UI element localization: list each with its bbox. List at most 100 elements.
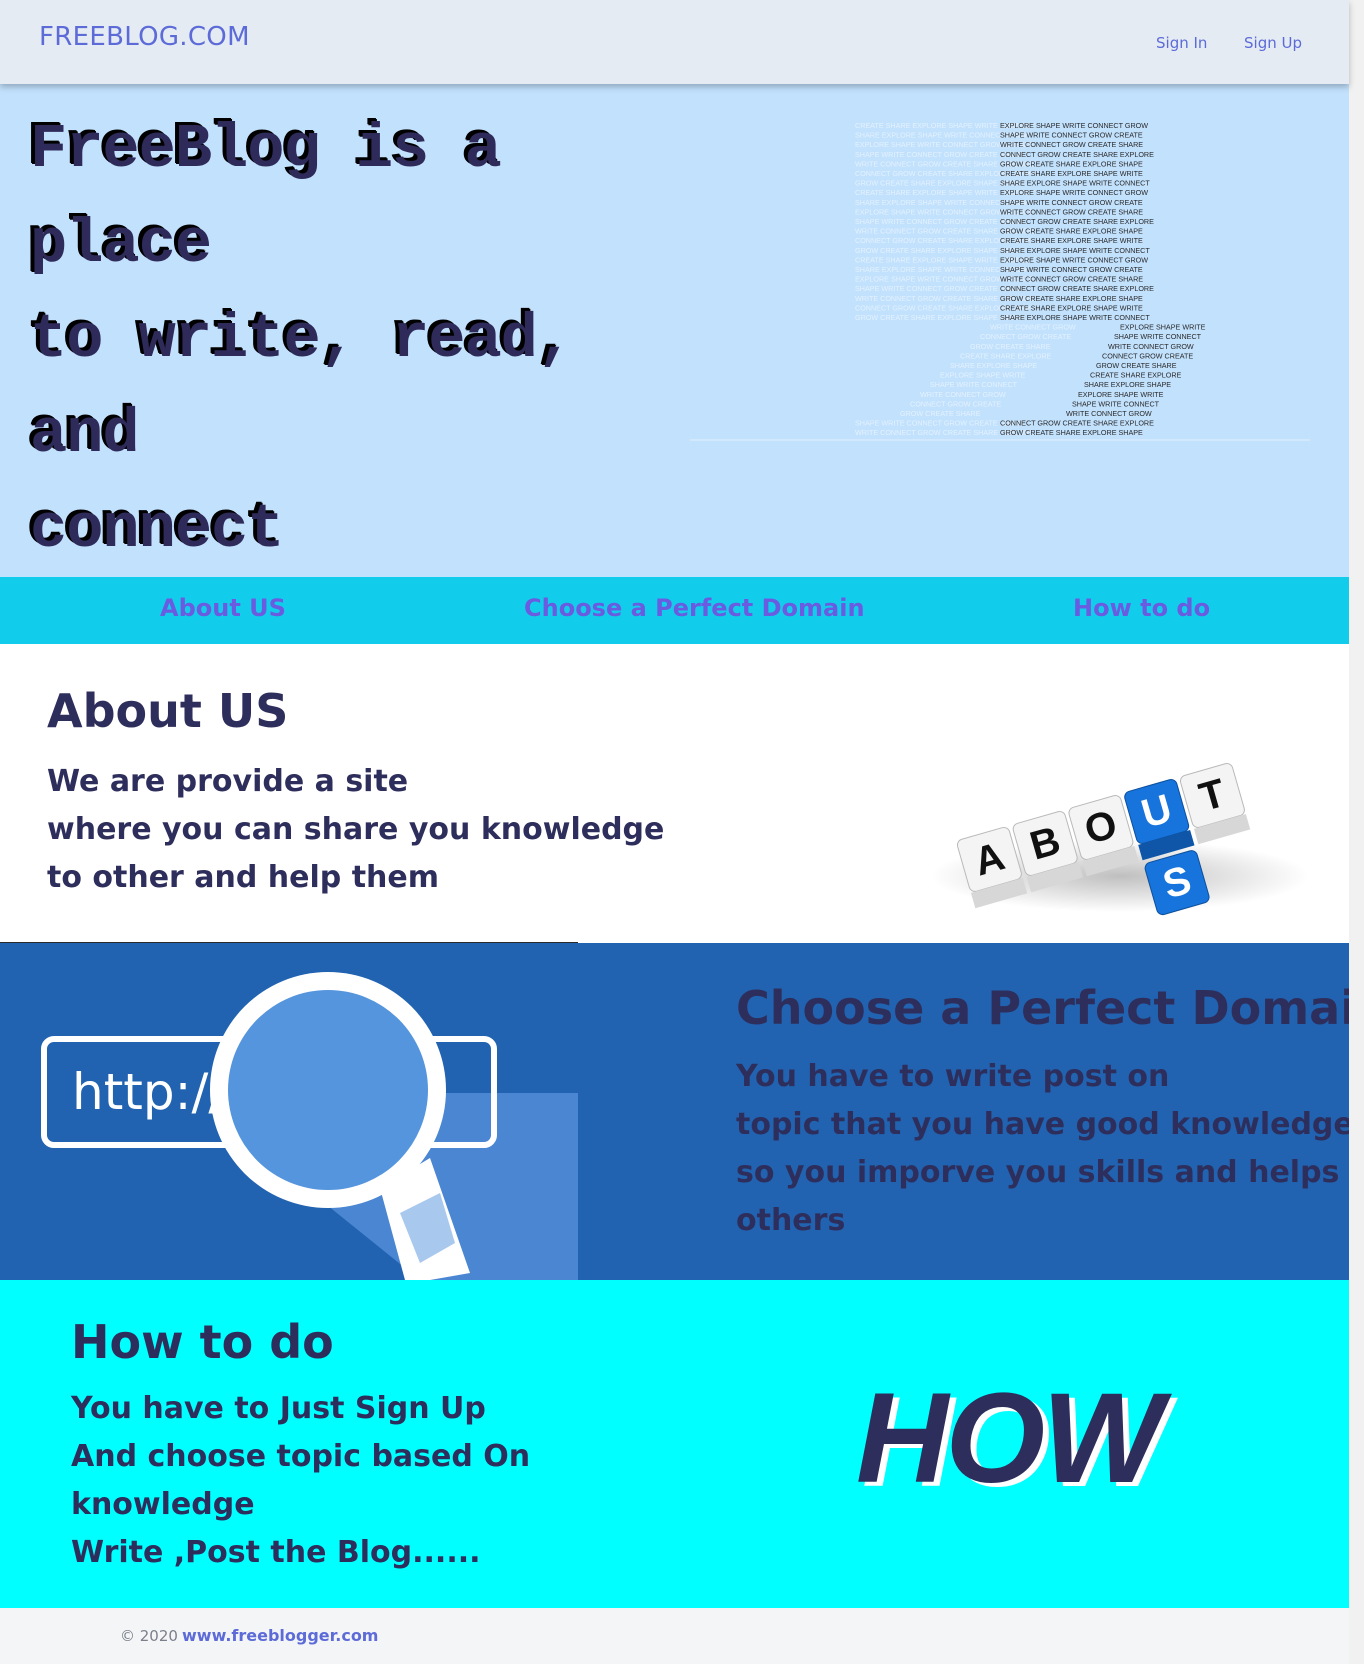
cube-a: A [956,826,1028,909]
word-cloud-text: WRITE CONNECT GROW CREATE SHARE [1000,140,1143,149]
how-text-line: And choose topic based On [71,1439,531,1474]
word-cloud-text: CREATE SHARE EXPLORE SHAPE WRITE [1000,169,1143,178]
domain-search-image: http://domain [41,972,578,1280]
word-cloud-text: GROW CREATE SHARE EXPLORE SHAPE [1000,294,1143,303]
domain-title: Choose a Perfect Domain [736,981,1349,1035]
word-cloud-text: SHAPE WRITE CONNECT [1114,332,1202,341]
word-cloud-text: CREATE SHARE EXPLORE [1090,371,1182,380]
word-cloud-text: GROW CREATE SHARE EXPLORE SHAPE WRITE [855,179,1023,188]
word-cloud-text: GROW CREATE SHARE EXPLORE SHAPE [1000,227,1143,236]
brand-logo-link[interactable]: FREEBLOG.COM [39,22,250,52]
word-cloud-text: WRITE CONNECT GROW [1066,409,1152,418]
word-cloud-text: WRITE CONNECT GROW [920,390,1006,399]
word-cloud-text: CONNECT GROW CREATE SHARE EXPLORE SHAPE [855,236,1035,245]
how-big-word: HOW [856,1367,1163,1510]
domain-text-line: others [736,1203,846,1238]
domain-section: http://domain Choose a Perfect Domain Yo… [0,943,1349,1280]
top-navbar: FREEBLOG.COM Sign In Sign Up [0,0,1349,84]
word-cloud-text: WRITE CONNECT GROW CREATE SHARE [1000,275,1143,284]
word-cloud-text: SHARE EXPLORE SHAPE WRITE CONNECT GROW [855,265,1030,274]
domain-text-line: You have to write post on [736,1059,1170,1094]
word-cloud-text: WRITE CONNECT GROW [1108,342,1194,351]
hero-title-line: place [30,209,212,280]
word-cloud-text: SHAPE WRITE CONNECT GROW CREATE [1000,265,1143,274]
word-cloud-text: SHARE EXPLORE SHAPE WRITE CONNECT GROW [855,131,1030,140]
word-cloud-text: WRITE CONNECT GROW [990,323,1076,332]
word-cloud-image: CREATE SHARE EXPLORE SHAPE WRITE CONNECT… [690,121,1310,441]
word-cloud-text: SHAPE WRITE CONNECT GROW CREATE SHARE [855,217,1025,226]
domain-text-line: topic that you have good knowledge [736,1107,1349,1142]
domain-text: You have to write post on topic that you… [736,1053,1349,1245]
how-text-line: Write ,Post the Blog...... [71,1535,481,1570]
word-cloud-text: EXPLORE SHAPE WRITE CONNECT GROW [1000,188,1148,197]
word-cloud-text: SHARE EXPLORE SHAPE [950,361,1037,370]
word-cloud-text: SHARE EXPLORE SHAPE WRITE CONNECT GROW [855,198,1030,207]
word-cloud-text: WRITE CONNECT GROW CREATE SHARE EXPLORE [855,227,1034,236]
word-cloud-text: SHAPE WRITE CONNECT [1072,399,1160,408]
page-scrollbar[interactable] [1349,0,1364,1664]
word-cloud-text: EXPLORE SHAPE WRITE [1120,323,1206,332]
section-link-domain[interactable]: Choose a Perfect Domain [524,594,865,622]
word-cloud-text: CREATE SHARE EXPLORE SHAPE WRITE CONNECT [855,121,1036,130]
about-us-cubes-image: A B O U [930,763,1310,916]
word-cloud-text: EXPLORE SHAPE WRITE CONNECT GROW [1000,255,1148,264]
footer-site-link[interactable]: www.freeblogger.com [182,1626,379,1645]
how-title: How to do [71,1315,334,1369]
word-cloud-text: CREATE SHARE EXPLORE SHAPE WRITE CONNECT [855,255,1036,264]
word-cloud-text: SHAPE WRITE CONNECT GROW CREATE SHARE [855,150,1025,159]
word-cloud-text: SHAPE WRITE CONNECT GROW CREATE SHARE [855,284,1025,293]
about-text-line: We are provide a site [47,764,409,799]
word-cloud-text: SHARE EXPLORE SHAPE WRITE CONNECT [1000,313,1150,322]
word-cloud-text: CREATE SHARE EXPLORE SHAPE WRITE [1000,303,1143,312]
word-cloud-text: CREATE SHARE EXPLORE [960,351,1052,360]
word-cloud-text: CONNECT GROW CREATE [980,332,1071,341]
section-link-how[interactable]: How to do [1073,594,1211,622]
word-cloud-text: CREATE SHARE EXPLORE SHAPE WRITE CONNECT [855,188,1036,197]
sign-in-link[interactable]: Sign In [1156,34,1208,52]
domain-text-line: so you imporve you skills and helps to [736,1155,1349,1190]
how-text: You have to Just Sign Up And choose topi… [71,1385,530,1577]
cube-t: T [1179,763,1251,845]
word-cloud-text: GROW CREATE SHARE EXPLORE SHAPE [1000,159,1143,168]
cube-b: B [1012,810,1083,893]
how-section: How to do You have to Just Sign Up And c… [0,1280,1349,1608]
word-cloud-text: EXPLORE SHAPE WRITE CONNECT GROW CREATE [855,275,1034,284]
word-cloud-text: CONNECT GROW CREATE [910,399,1001,408]
word-cloud-text: CONNECT GROW CREATE SHARE EXPLORE [1000,217,1154,226]
hero-title: FreeBlog is a place to write, read, and … [30,102,574,577]
sign-up-link[interactable]: Sign Up [1244,34,1302,52]
word-cloud-text: WRITE CONNECT GROW CREATE SHARE EXPLORE [855,428,1034,437]
word-cloud-text: SHAPE WRITE CONNECT GROW CREATE [1000,131,1143,140]
word-cloud-text: WRITE CONNECT GROW CREATE SHARE [1000,207,1143,216]
word-cloud-text: CONNECT GROW CREATE SHARE EXPLORE SHAPE [855,169,1035,178]
word-cloud-text: CONNECT GROW CREATE SHARE EXPLORE [1000,284,1154,293]
word-cloud-text: SHAPE WRITE CONNECT GROW CREATE [1000,198,1143,207]
word-cloud-text: CONNECT GROW CREATE SHARE EXPLORE [1000,150,1154,159]
hero-section: FreeBlog is a place to write, read, and … [0,84,1349,577]
about-text: We are provide a site where you can shar… [47,758,664,902]
word-cloud-text: GROW CREATE SHARE EXPLORE SHAPE WRITE [855,246,1023,255]
section-nav: About US Choose a Perfect Domain How to … [0,577,1349,644]
word-cloud-text: GROW CREATE SHARE [900,409,981,418]
section-link-about[interactable]: About US [160,594,286,622]
how-text-line: knowledge [71,1487,255,1522]
hero-title-line: and [30,399,140,470]
word-cloud-text: SHAPE WRITE CONNECT GROW CREATE SHARE [855,419,1025,428]
about-title: About US [47,684,289,738]
hero-title-line: FreeBlog is a [30,114,502,185]
word-cloud-text: SHARE EXPLORE SHAPE [1084,380,1171,389]
magnifier-icon [210,972,470,1280]
word-cloud-text: GROW CREATE SHARE [1096,361,1177,370]
word-cloud-text: EXPLORE SHAPE WRITE [940,371,1026,380]
word-cloud-text: GROW CREATE SHARE [970,342,1051,351]
about-text-line: where you can share you knowledge [47,812,665,847]
word-cloud-text: SHAPE WRITE CONNECT [930,380,1018,389]
word-cloud-text: CONNECT GROW CREATE [1102,351,1193,360]
copyright-text: © 2020 [120,1627,178,1645]
word-cloud-text: EXPLORE SHAPE WRITE CONNECT GROW CREATE [855,140,1034,149]
cube-o: O [1068,794,1139,877]
word-cloud-text: EXPLORE SHAPE WRITE [1078,390,1164,399]
word-cloud-text: EXPLORE SHAPE WRITE CONNECT GROW CREATE [855,207,1034,216]
word-cloud-text: EXPLORE SHAPE WRITE CONNECT GROW [1000,121,1148,130]
